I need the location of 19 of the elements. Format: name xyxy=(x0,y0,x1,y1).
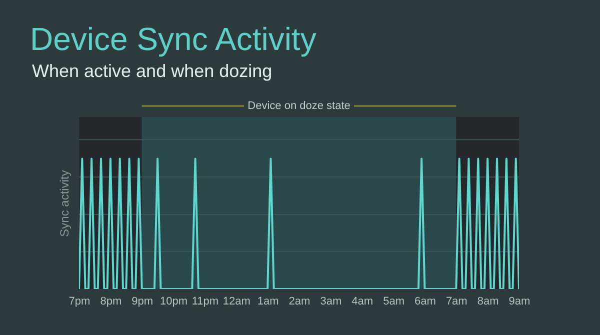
x-tick-label: 1am xyxy=(257,296,279,308)
x-tick-label: 3am xyxy=(320,296,342,308)
x-tick-label: 12am xyxy=(222,296,250,308)
x-tick-label: 6am xyxy=(414,296,436,308)
x-tick-label: 8pm xyxy=(100,296,122,308)
x-tick-label: 7pm xyxy=(68,296,90,308)
x-tick-label: 4am xyxy=(352,296,374,308)
x-tick-label: 10pm xyxy=(160,296,188,308)
x-tick-label: 11pm xyxy=(192,296,219,308)
x-tick-label: 8am xyxy=(477,296,499,308)
y-axis-title: Sync activity xyxy=(58,170,72,237)
x-tick-label: 5am xyxy=(383,296,404,308)
x-tick-label: 9pm xyxy=(132,296,154,308)
x-tick-label: 2am xyxy=(288,296,310,308)
chart-subtitle: When active and when dozing xyxy=(32,61,272,81)
band-label: Device on doze state xyxy=(248,100,350,112)
x-tick-label: 7am xyxy=(446,296,468,308)
x-tick-label: 9am xyxy=(508,296,530,308)
chart-title: Device Sync Activity xyxy=(30,21,316,57)
